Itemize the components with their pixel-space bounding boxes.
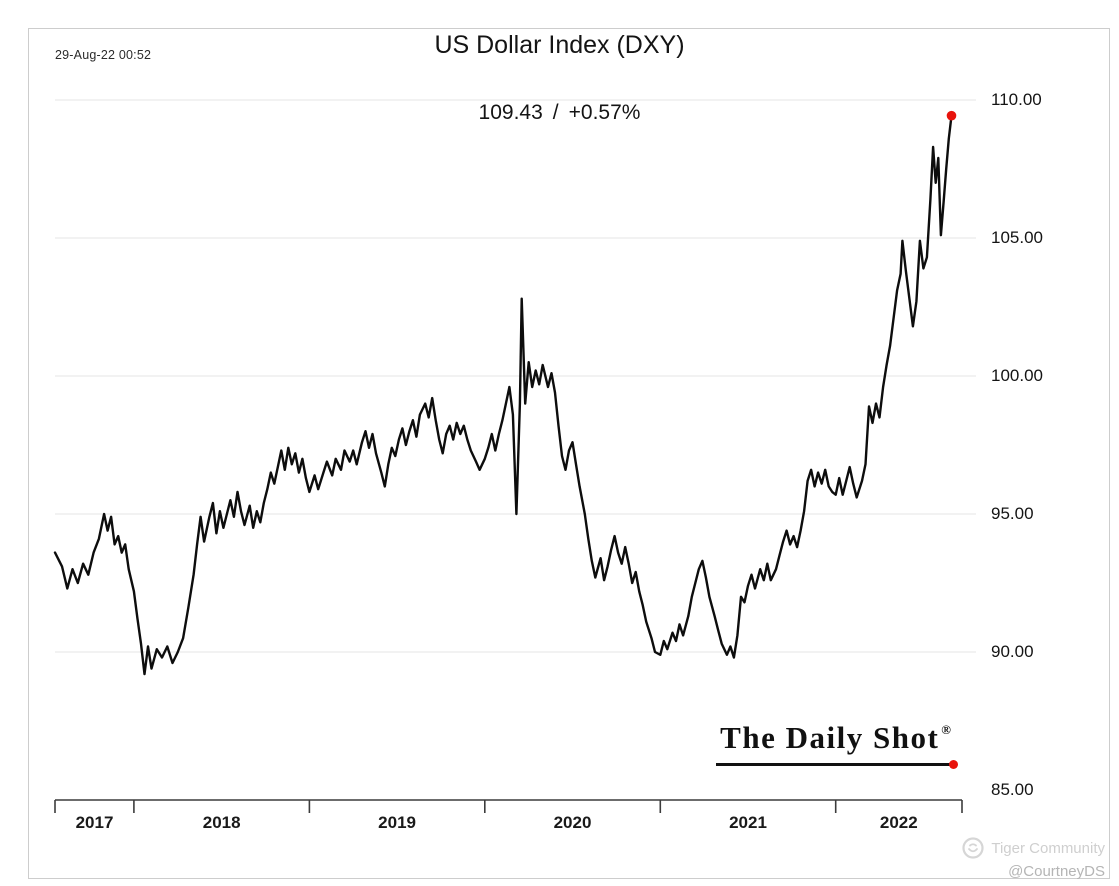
quote-separator: / [552, 101, 559, 124]
tiger-community-logo-icon [962, 837, 984, 859]
logo-red-dot [949, 760, 958, 769]
x-axis-year-label: 2018 [202, 813, 241, 832]
x-axis-year-label: 2022 [879, 813, 918, 832]
y-axis-label: 105.00 [991, 228, 1043, 247]
price-line [53, 114, 953, 676]
y-axis-label: 95.00 [991, 504, 1034, 523]
x-axis-year-label: 2021 [729, 813, 767, 832]
chart-timestamp: 29-Aug-22 00:52 [55, 48, 152, 62]
chart-title: US Dollar Index (DXY) [434, 31, 685, 59]
daily-shot-logo: The Daily Shot ® [716, 720, 958, 769]
y-axis-label: 110.00 [991, 90, 1042, 109]
x-axis-year-label: 2017 [75, 813, 114, 832]
courtneyds-handle: @CourtneyDS [1008, 863, 1105, 880]
last-price-marker [946, 110, 957, 121]
y-axis-label: 90.00 [991, 642, 1034, 661]
y-axis-label: 85.00 [991, 780, 1034, 799]
tiger-community-label: Tiger Community [991, 839, 1105, 857]
tiger-watermark: Tiger Community @CourtneyDS [961, 836, 1105, 880]
x-axis-year-label: 2020 [553, 813, 592, 832]
y-axis-label: 100.00 [991, 366, 1043, 385]
x-axis-year-label: 2019 [378, 813, 416, 832]
daily-shot-logo-text: The Daily Shot [720, 720, 940, 755]
price-quote: 109.43 / +0.57% [0, 101, 1119, 125]
percent-change: +0.57% [568, 101, 641, 124]
last-price: 109.43 [478, 101, 543, 124]
registered-mark: ® [941, 722, 951, 737]
